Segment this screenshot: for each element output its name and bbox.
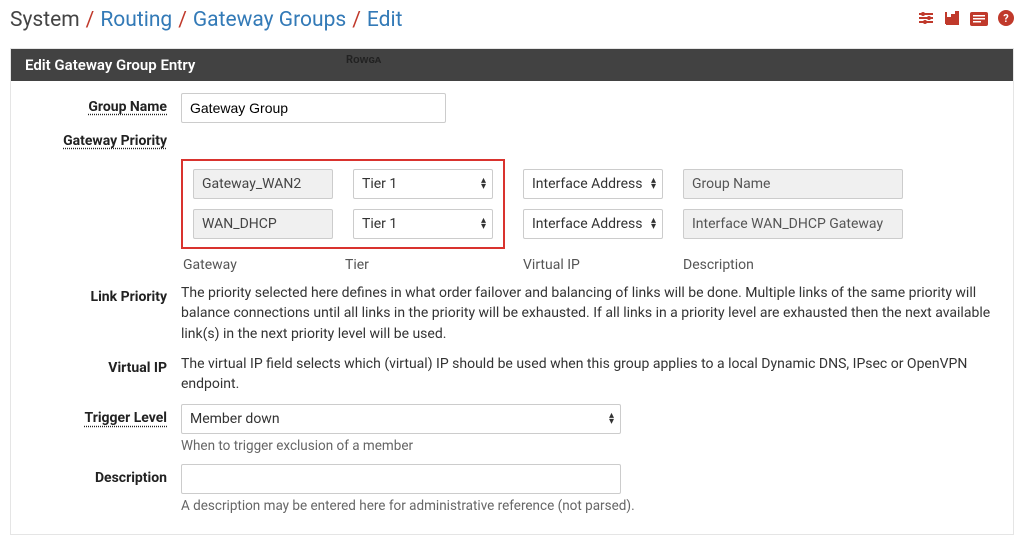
chart-icon[interactable] xyxy=(944,10,960,30)
breadcrumb-system[interactable]: System xyxy=(10,8,80,32)
col-gateway: Gateway xyxy=(183,257,323,273)
watermark: Rᴏᴡɢᴀ xyxy=(346,53,381,66)
sliders-icon[interactable] xyxy=(918,10,934,30)
breadcrumb-sep: / xyxy=(86,8,95,32)
svg-text:?: ? xyxy=(1003,12,1009,25)
label-group-name: Group Name xyxy=(29,93,181,115)
description-input[interactable] xyxy=(181,464,621,494)
gateway-name-display: Gateway_WAN2 xyxy=(193,169,333,199)
chevron-updown-icon: ▴▾ xyxy=(651,178,656,190)
chevron-updown-icon: ▴▾ xyxy=(481,178,486,190)
breadcrumb-sep: / xyxy=(352,8,361,32)
vip-value: Interface Address xyxy=(532,176,643,192)
trigger-level-value: Member down xyxy=(190,411,280,427)
col-desc: Description xyxy=(683,257,903,273)
tier-select[interactable]: Tier 1 ▴▾ xyxy=(353,169,493,199)
label-link-priority: Link Priority xyxy=(29,283,181,305)
breadcrumb-gateway-groups[interactable]: Gateway Groups xyxy=(193,8,346,32)
header-actions: ? xyxy=(918,10,1014,30)
trigger-level-select[interactable]: Member down ▴▾ xyxy=(181,404,621,434)
vip-value: Interface Address xyxy=(532,216,643,232)
column-headers: Gateway Tier Virtual IP Description xyxy=(181,257,995,273)
gateway-desc-display: Interface WAN_DHCP Gateway xyxy=(683,209,903,239)
gateway-priority-highlight: Gateway_WAN2 Tier 1 ▴▾ WAN_DHCP Tier 1 ▴… xyxy=(181,159,505,249)
breadcrumb-edit[interactable]: Edit xyxy=(367,8,403,32)
gateway-name-display: WAN_DHCP xyxy=(193,209,333,239)
tier-value: Tier 1 xyxy=(362,216,397,232)
trigger-level-help: When to trigger exclusion of a member xyxy=(181,438,995,454)
edit-panel: Edit Gateway Group Entry Rᴏᴡɢᴀ Group Nam… xyxy=(10,48,1014,535)
chevron-updown-icon: ▴▾ xyxy=(609,413,614,425)
col-vip: Virtual IP xyxy=(523,257,663,273)
tier-select[interactable]: Tier 1 ▴▾ xyxy=(353,209,493,239)
label-description: Description xyxy=(29,464,181,486)
chevron-updown-icon: ▴▾ xyxy=(651,218,656,230)
gateway-row: WAN_DHCP Tier 1 ▴▾ xyxy=(193,209,493,239)
breadcrumb: System / Routing / Gateway Groups / Edit xyxy=(10,8,402,32)
description-help: A description may be entered here for ad… xyxy=(181,498,995,514)
virtual-ip-text: The virtual IP field selects which (virt… xyxy=(181,354,995,395)
chevron-updown-icon: ▴▾ xyxy=(481,218,486,230)
group-name-input[interactable] xyxy=(181,93,446,123)
col-tier: Tier xyxy=(345,257,485,273)
label-virtual-ip: Virtual IP xyxy=(29,354,181,376)
panel-title: Edit Gateway Group Entry Rᴏᴡɢᴀ xyxy=(11,49,1013,81)
tier-value: Tier 1 xyxy=(362,176,397,192)
vip-select[interactable]: Interface Address ▴▾ xyxy=(523,169,663,199)
gateway-desc-display: Group Name xyxy=(683,169,903,199)
label-gateway-priority: Gateway Priority xyxy=(29,133,181,149)
breadcrumb-routing[interactable]: Routing xyxy=(100,8,172,32)
label-trigger-level: Trigger Level xyxy=(29,404,181,426)
vip-select[interactable]: Interface Address ▴▾ xyxy=(523,209,663,239)
log-icon[interactable] xyxy=(970,11,988,30)
breadcrumb-sep: / xyxy=(178,8,187,32)
gateway-row: Gateway_WAN2 Tier 1 ▴▾ xyxy=(193,169,493,199)
panel-title-text: Edit Gateway Group Entry xyxy=(25,56,195,74)
help-icon[interactable]: ? xyxy=(998,10,1014,30)
link-priority-text: The priority selected here defines in wh… xyxy=(181,283,995,344)
